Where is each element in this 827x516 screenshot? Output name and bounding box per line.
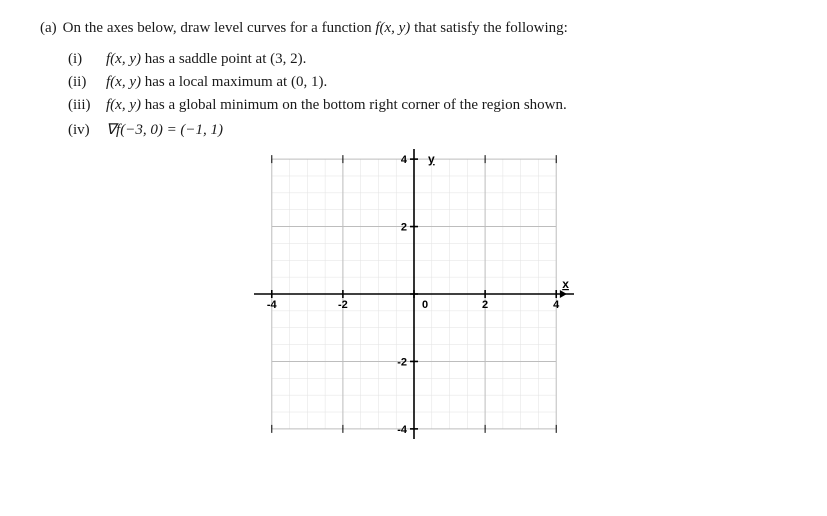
svg-text:x: x: [562, 277, 569, 291]
conditions-list: (i) f(x, y) has a saddle point at (3, 2)…: [68, 51, 787, 139]
svg-text:-2: -2: [337, 299, 347, 311]
prompt-text: On the axes below, draw level curves for…: [63, 20, 568, 37]
svg-text:2: 2: [482, 299, 488, 311]
cond-text: f(x, y) has a global minimum on the bott…: [106, 97, 567, 114]
condition-item: (iii) f(x, y) has a global minimum on th…: [68, 97, 787, 114]
svg-text:y: y: [428, 152, 435, 166]
cond-text: ∇f(−3, 0) = (−1, 1): [106, 120, 223, 139]
func-expr: f(x, y): [375, 20, 410, 36]
cond-text: f(x, y) has a local maximum at (0, 1).: [106, 74, 327, 91]
svg-text:-4: -4: [397, 424, 408, 436]
cond-label: (iv): [68, 122, 100, 139]
svg-text:4: 4: [553, 299, 560, 311]
condition-item: (ii) f(x, y) has a local maximum at (0, …: [68, 74, 787, 91]
cond-label: (ii): [68, 74, 100, 91]
prompt-line: (a) On the axes below, draw level curves…: [40, 20, 787, 37]
svg-text:0: 0: [422, 299, 428, 311]
condition-item: (i) f(x, y) has a saddle point at (3, 2)…: [68, 51, 787, 68]
cond-text: f(x, y) has a saddle point at (3, 2).: [106, 51, 306, 68]
svg-text:2: 2: [400, 222, 406, 234]
chart-container: -4-2024-4-224xy: [40, 149, 787, 439]
part-label: (a): [40, 20, 57, 37]
cond-label: (i): [68, 51, 100, 68]
svg-text:4: 4: [400, 154, 407, 166]
coordinate-grid: -4-2024-4-224xy: [254, 149, 574, 439]
cond-label: (iii): [68, 97, 100, 114]
svg-text:-4: -4: [266, 299, 277, 311]
svg-text:-2: -2: [397, 356, 407, 368]
condition-item: (iv) ∇f(−3, 0) = (−1, 1): [68, 120, 787, 139]
